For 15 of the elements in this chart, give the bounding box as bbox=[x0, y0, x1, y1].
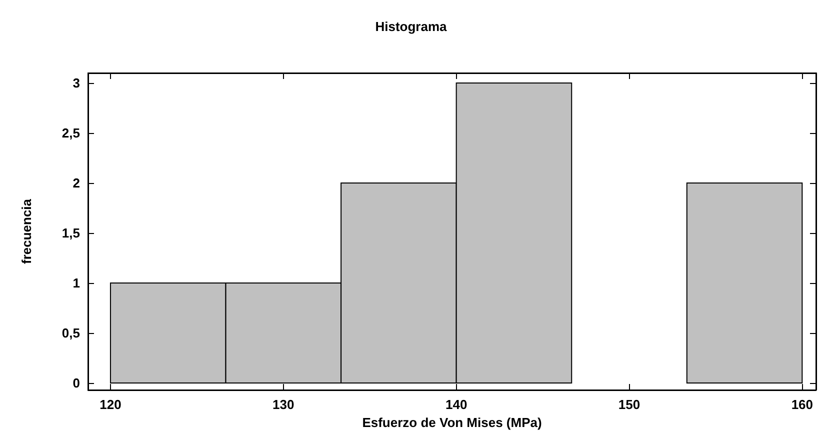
x-tick-label: 150 bbox=[618, 397, 640, 412]
y-tick-label: 2 bbox=[72, 176, 80, 190]
y-tick-label: 0 bbox=[72, 376, 80, 390]
y-tick-label: 3 bbox=[72, 76, 80, 90]
y-tick-label: 1,5 bbox=[62, 226, 80, 240]
y-tick-label: 2,5 bbox=[62, 126, 80, 140]
x-tick-label: 120 bbox=[100, 397, 122, 412]
x-tick-label: 160 bbox=[791, 397, 814, 412]
y-tick-label: 0,5 bbox=[62, 326, 80, 340]
chart-title: Histograma bbox=[375, 19, 448, 34]
y-axis-title: frecuencia bbox=[19, 198, 34, 264]
x-tick-label: 130 bbox=[272, 397, 294, 412]
x-axis-title: Esfuerzo de Von Mises (MPa) bbox=[362, 414, 542, 430]
y-tick-label: 1 bbox=[72, 276, 80, 290]
x-tick-label: 140 bbox=[445, 397, 468, 412]
